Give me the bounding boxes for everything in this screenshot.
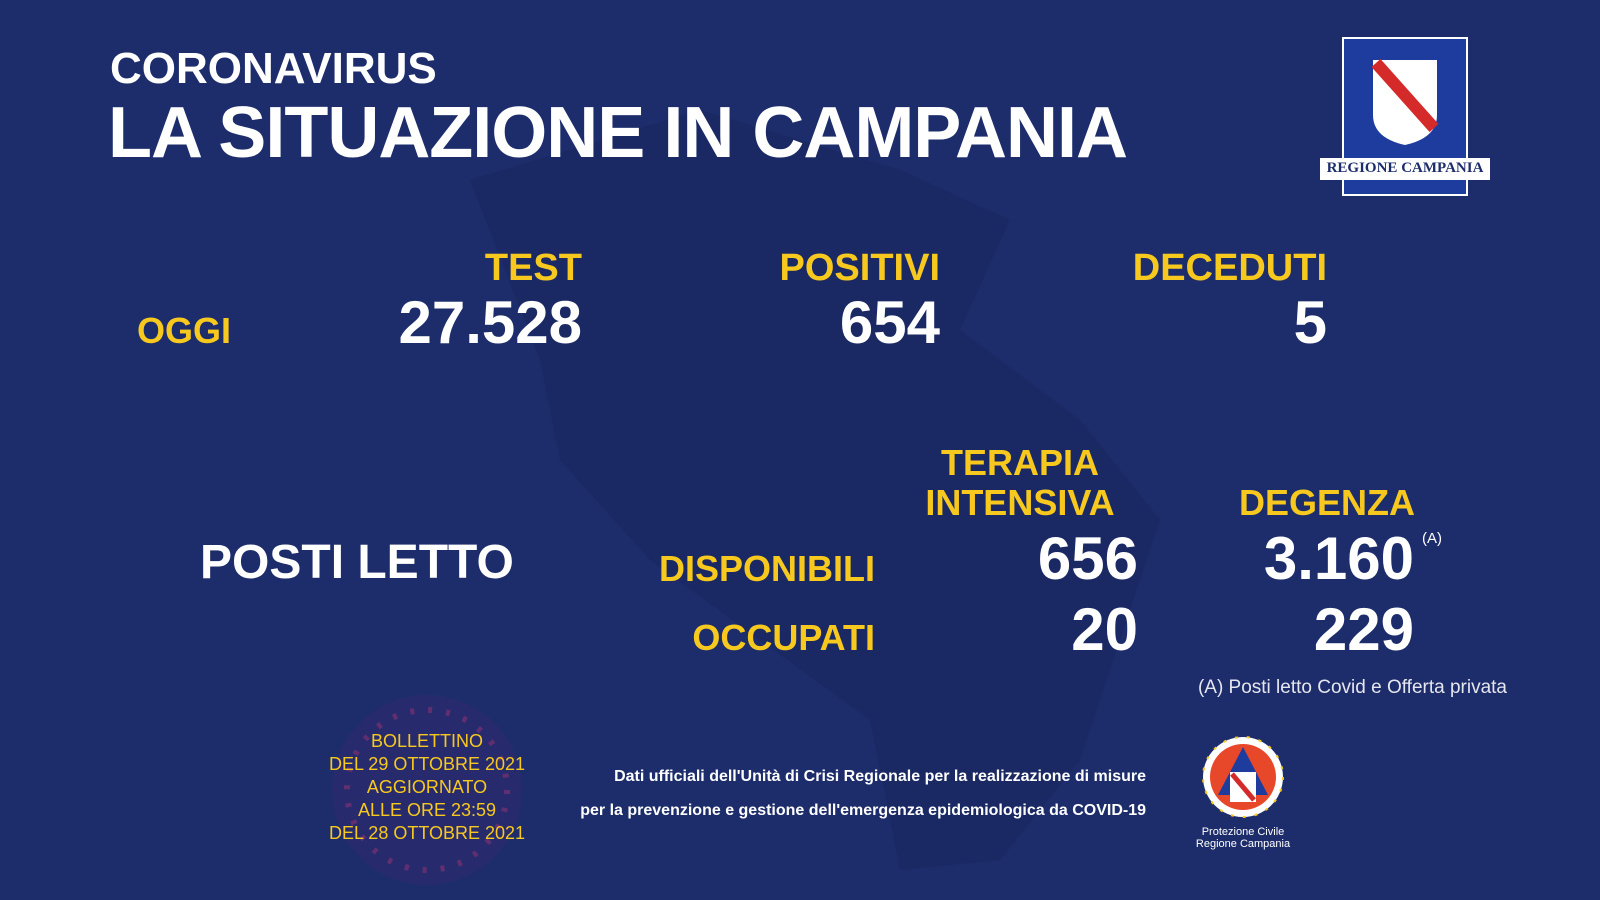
note-marker: (A) [1422, 530, 1442, 547]
bulletin-line: ALLE ORE 23:59 [357, 800, 497, 820]
header-line: DEGENZA [1238, 482, 1415, 523]
label-line: Regione Campania [1195, 838, 1291, 850]
today-label: OGGI [137, 310, 232, 351]
label-line: Protezione Civile [1201, 826, 1285, 838]
column-label: DECEDUTI [1132, 247, 1327, 289]
bulletin-line: AGGIORNATO [366, 777, 488, 797]
column-label: POSITIVI [779, 247, 940, 289]
bulletin-line: BOLLETTINO [370, 731, 484, 751]
column-value: 654 [839, 289, 940, 356]
civil-protection-label: Protezione Civile Regione Campania [1163, 826, 1323, 850]
note: (A) Posti letto Covid e Offerta privata [1197, 677, 1507, 698]
column-header: DEGENZA [1115, 483, 1415, 523]
row-value: 656 [1037, 525, 1138, 592]
row-label: OCCUPATI [692, 617, 875, 658]
row-label: DISPONIBILI [658, 548, 875, 589]
column-header: TERAPIA INTENSIVA [900, 443, 1140, 523]
header-line: TERAPIA [940, 442, 1099, 483]
bulletin-line: DEL 29 OTTOBRE 2021 [328, 754, 526, 774]
column-value: 5 [1293, 289, 1327, 356]
logo-text: REGIONE CAMPANIA [1326, 160, 1484, 176]
footer-line: Dati ufficiali dell'Unità di Crisi Regio… [614, 768, 1146, 785]
footer-line: per la prevenzione e gestione dell'emerg… [580, 802, 1146, 819]
title: LA SITUAZIONE IN CAMPANIA [108, 93, 1128, 173]
row-value: 20 [1071, 596, 1138, 663]
column-value: 27.528 [398, 289, 582, 356]
row-value: 229 [1313, 596, 1414, 663]
bulletin-line: DEL 28 OTTOBRE 2021 [328, 823, 526, 843]
bulletin: BOLLETTINO DEL 29 OTTOBRE 2021 AGGIORNAT… [277, 730, 577, 845]
kicker: CORONAVIRUS [110, 44, 437, 93]
header-line: INTENSIVA [925, 482, 1115, 523]
row-value: 3.160 [1263, 525, 1414, 592]
beds-label: POSTI LETTO [200, 536, 514, 589]
footer: Dati ufficiali dell'Unità di Crisi Regio… [546, 760, 1146, 828]
column-label: TEST [484, 247, 582, 289]
